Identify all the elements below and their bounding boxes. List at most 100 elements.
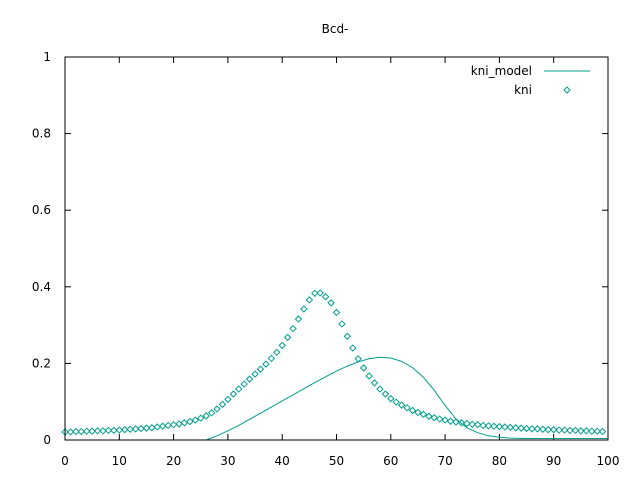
data-point-kni	[468, 420, 476, 429]
data-point-kni	[213, 405, 221, 413]
data-point-kni	[343, 332, 352, 340]
data-point-kni	[180, 419, 189, 427]
data-point-kni	[321, 293, 330, 301]
x-tick-label: 90	[546, 454, 561, 468]
data-point-kni	[419, 410, 428, 419]
data-point-kni	[544, 425, 552, 434]
y-tick-label: 0.2	[32, 356, 51, 370]
data-point-kni	[560, 426, 569, 434]
data-point-kni	[191, 416, 200, 424]
x-tick-label: 70	[437, 454, 452, 468]
data-point-kni	[376, 385, 384, 393]
x-tick-label: 0	[61, 454, 69, 468]
data-point-kni	[365, 372, 373, 380]
chart-title: Bcd-	[322, 22, 349, 36]
data-point-kni	[186, 417, 194, 426]
x-tick-label: 60	[383, 454, 398, 468]
data-point-kni	[528, 425, 536, 433]
axis-ticks	[64, 56, 609, 441]
data-point-kni	[110, 426, 118, 435]
data-point-kni	[72, 427, 80, 436]
data-point-kni	[338, 320, 346, 328]
data-point-kni	[349, 344, 357, 352]
data-point-kni	[370, 379, 379, 387]
data-point-kni	[273, 348, 281, 357]
data-point-kni	[566, 426, 574, 435]
data-point-kni	[381, 390, 390, 398]
data-point-kni	[131, 425, 140, 433]
y-tick-label: 0	[43, 433, 51, 447]
data-point-kni	[457, 419, 466, 427]
data-point-kni	[549, 425, 558, 434]
data-point-kni	[251, 370, 259, 378]
data-point-kni	[164, 421, 172, 430]
data-point-kni	[289, 324, 297, 333]
data-point-kni	[479, 421, 487, 430]
data-point-kni	[235, 385, 243, 393]
data-point-kni	[414, 408, 422, 417]
data-point-kni	[256, 365, 265, 373]
data-point-kni	[148, 424, 156, 432]
data-point-kni	[506, 423, 514, 432]
data-point-kni	[305, 296, 314, 304]
data-point-kni	[121, 425, 129, 434]
data-point-kni	[207, 409, 216, 417]
data-point-kni	[159, 422, 167, 430]
data-point-kni	[577, 427, 585, 435]
y-tick-label: 0.6	[32, 203, 51, 217]
x-tick-label: 10	[112, 454, 127, 468]
data-point-kni	[539, 425, 547, 433]
data-point-kni	[153, 423, 162, 431]
data-point-kni	[224, 395, 232, 404]
legend-swatch-kni	[563, 86, 571, 94]
axis-tick-labels: 0 10 20 30 40 50 60 70 80 90 100 0 0.2 0.4 0.6 0.8 1	[32, 50, 620, 468]
data-point-kni	[392, 398, 400, 406]
data-point-kni	[598, 427, 607, 436]
data-point-kni	[262, 360, 270, 368]
data-point-kni	[571, 426, 580, 435]
x-tick-label: 80	[492, 454, 507, 468]
data-point-kni	[126, 425, 134, 433]
x-tick-label: 50	[329, 454, 344, 468]
data-point-kni	[115, 426, 124, 434]
data-point-kni	[446, 417, 455, 425]
data-point-kni	[218, 400, 227, 409]
data-point-kni	[316, 289, 324, 297]
data-point-kni	[99, 427, 107, 435]
data-point-kni	[511, 424, 520, 432]
data-point-kni	[463, 419, 471, 428]
y-tick-label: 1	[43, 50, 51, 64]
data-point-kni	[137, 424, 145, 433]
x-tick-label: 100	[597, 454, 620, 468]
data-point-kni	[240, 380, 248, 388]
data-point-kni	[484, 422, 493, 430]
data-point-kni	[588, 427, 596, 435]
data-point-kni	[267, 354, 276, 363]
data-point-kni	[490, 422, 498, 430]
data-point-kni	[533, 425, 542, 433]
plot-marks	[61, 289, 608, 441]
y-tick-label: 0.8	[32, 127, 51, 141]
data-point-kni	[495, 422, 504, 431]
y-tick-label: 0.4	[32, 280, 51, 294]
data-point-kni	[403, 404, 411, 412]
data-point-kni	[441, 416, 449, 424]
data-point-kni	[283, 333, 292, 342]
data-point-kni	[517, 424, 525, 432]
data-point-kni	[501, 423, 509, 431]
data-point-kni	[278, 341, 286, 350]
data-point-kni	[354, 355, 362, 363]
legend-label-kni_model: kni_model	[471, 64, 532, 78]
data-point-kni	[408, 406, 417, 415]
data-point-kni	[522, 424, 531, 433]
data-point-kni	[425, 412, 433, 420]
data-point-kni	[245, 375, 254, 383]
data-point-kni	[473, 420, 482, 429]
data-point-kni	[83, 427, 91, 435]
data-point-kni	[397, 401, 406, 409]
data-point-kni	[311, 289, 319, 298]
data-point-kni	[88, 427, 96, 435]
data-point-kni	[387, 394, 395, 403]
data-point-kni	[142, 424, 151, 432]
